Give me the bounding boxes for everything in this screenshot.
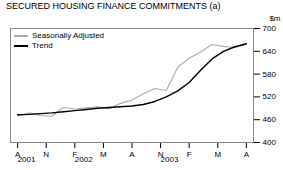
- svg-text:$m: $m: [269, 14, 280, 23]
- svg-text:M: M: [100, 150, 107, 159]
- svg-text:M: M: [214, 150, 221, 159]
- svg-text:640: 640: [263, 47, 277, 56]
- svg-text:700: 700: [263, 24, 277, 33]
- svg-text:580: 580: [263, 70, 277, 79]
- svg-text:2001: 2001: [18, 155, 36, 164]
- html-text:SECURED HOUSING FINANCE COMMIT: SECURED HOUSING FINANCE COMMITMENTS (a): [6, 1, 221, 11]
- html-text:Seasonally Adjusted: Seasonally Adjusted: [32, 31, 105, 40]
- svg-text:2002: 2002: [75, 155, 93, 164]
- svg-text:F: F: [187, 150, 192, 159]
- svg-text:A: A: [244, 150, 250, 159]
- svg-text:460: 460: [263, 115, 277, 124]
- svg-text:400: 400: [263, 138, 277, 147]
- html-text:Trend: Trend: [32, 41, 53, 50]
- svg-text:A: A: [129, 150, 135, 159]
- svg-text:2003: 2003: [161, 155, 179, 164]
- svg-text:N: N: [43, 150, 49, 159]
- svg-text:520: 520: [263, 92, 277, 101]
